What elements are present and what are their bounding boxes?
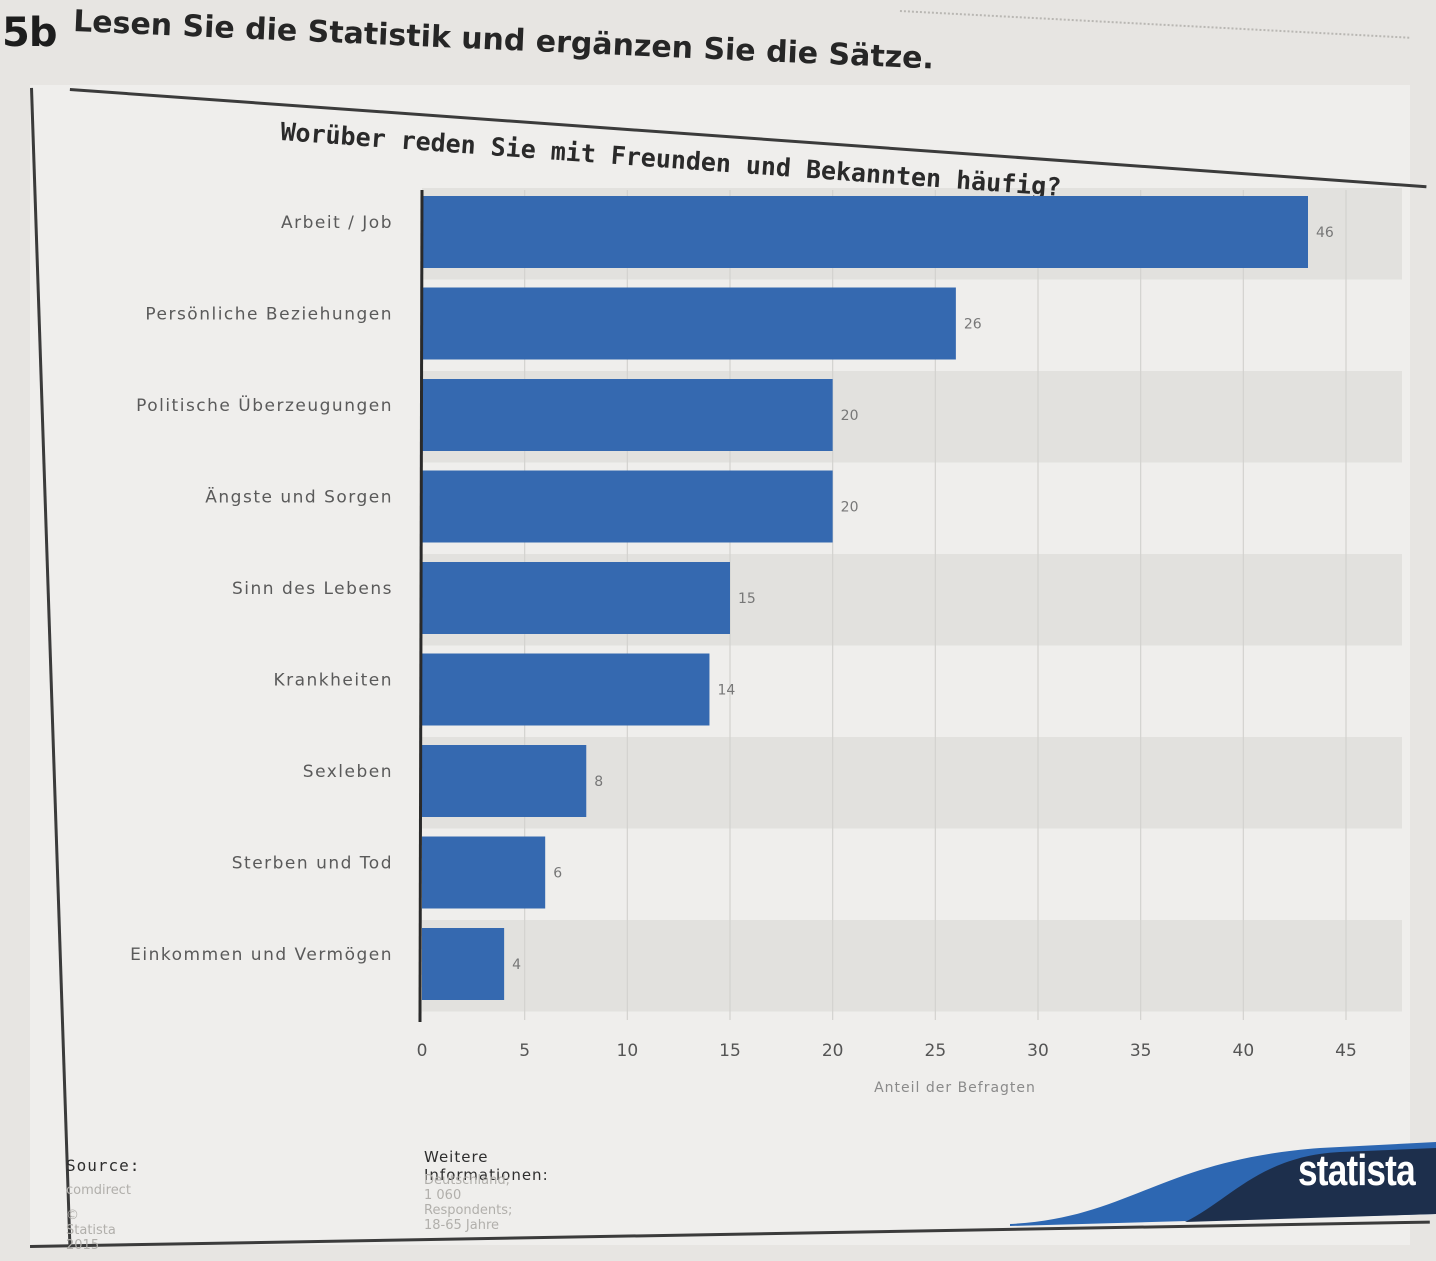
x-tick-label: 40 bbox=[1233, 1041, 1255, 1061]
category-label: Persönliche Beziehungen bbox=[145, 305, 393, 325]
category-label: Krankheiten bbox=[273, 671, 393, 691]
bar-value-label: 6 bbox=[553, 866, 562, 882]
bar-value-label: 15 bbox=[738, 591, 756, 607]
statista-logo: statista bbox=[1298, 1146, 1416, 1195]
x-tick-label: 15 bbox=[719, 1041, 741, 1061]
source-heading: Source: bbox=[66, 1156, 141, 1175]
category-label: Sexleben bbox=[303, 762, 393, 782]
bar bbox=[422, 196, 1308, 268]
copyright-text: © Statista 2015 bbox=[66, 1208, 116, 1253]
category-label: Arbeit / Job bbox=[281, 213, 393, 233]
more-info-heading: Weitere Informationen: bbox=[424, 1148, 549, 1184]
category-label: Sinn des Lebens bbox=[232, 579, 393, 599]
source-value: comdirect bbox=[66, 1183, 131, 1198]
x-tick-label: 20 bbox=[822, 1041, 844, 1061]
bar bbox=[422, 653, 710, 726]
bar-value-label: 20 bbox=[841, 500, 859, 516]
chart-x-tick-labels: 0 5 10 15 20 25 30 35 40 45 bbox=[417, 1041, 1357, 1061]
bar bbox=[422, 836, 546, 909]
x-axis-title: Anteil der Befragten bbox=[874, 1080, 1036, 1096]
bar-value-label: 8 bbox=[594, 774, 603, 790]
category-label: Sterben und Tod bbox=[232, 854, 393, 874]
x-tick-label: 35 bbox=[1130, 1041, 1152, 1061]
category-label: Einkommen und Vermögen bbox=[130, 945, 393, 965]
bar bbox=[422, 745, 587, 817]
x-tick-label: 10 bbox=[617, 1041, 639, 1061]
bar-chart: Worüber reden Sie mit Freunden und Bekan… bbox=[130, 117, 1402, 1096]
row-band bbox=[422, 920, 1402, 1012]
chart-value-labels: 46 26 20 20 15 14 8 6 4 bbox=[512, 225, 1334, 973]
bar-value-label: 46 bbox=[1316, 225, 1334, 241]
y-axis-line bbox=[418, 189, 424, 1023]
chart-bars bbox=[422, 196, 1308, 1000]
category-label: Politische Überzeugungen bbox=[136, 394, 393, 416]
bar bbox=[422, 379, 833, 451]
exercise-number: 5b bbox=[2, 10, 57, 56]
category-label: Ängste und Sorgen bbox=[205, 487, 393, 508]
page-header: 5b Lesen Sie die Statistik und ergänzen … bbox=[0, 0, 1436, 110]
bar-value-label: 26 bbox=[964, 317, 982, 333]
x-tick-label: 0 bbox=[417, 1041, 428, 1061]
chart-category-labels: Arbeit / Job Persönliche Beziehungen Polit… bbox=[130, 213, 393, 965]
bar bbox=[422, 928, 505, 1000]
x-tick-label: 25 bbox=[925, 1041, 947, 1061]
x-tick-label: 30 bbox=[1027, 1041, 1049, 1061]
bar-value-label: 20 bbox=[841, 408, 859, 424]
x-tick-label: 45 bbox=[1335, 1041, 1357, 1061]
bar bbox=[422, 562, 730, 634]
more-info-value: Deutschland; 1 060 Respondents; 18-65 Ja… bbox=[424, 1173, 513, 1233]
bar-value-label: 4 bbox=[512, 957, 521, 973]
bar bbox=[422, 287, 956, 360]
bar bbox=[422, 470, 833, 543]
brand-swoosh-graphic bbox=[1010, 1142, 1436, 1226]
bar-value-label: 14 bbox=[717, 683, 735, 699]
x-tick-label: 5 bbox=[519, 1041, 530, 1061]
